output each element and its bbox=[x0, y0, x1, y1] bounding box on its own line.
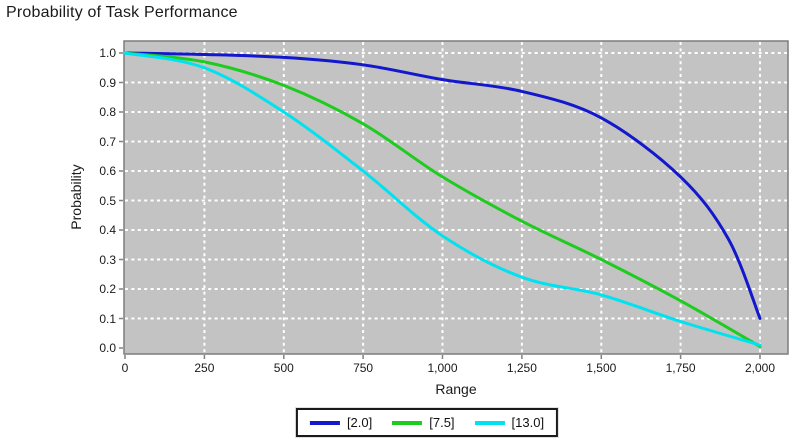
x-tick-label: 250 bbox=[194, 361, 215, 375]
y-tick-label: 0.1 bbox=[99, 311, 116, 326]
plot-border bbox=[123, 40, 789, 355]
x-tick-label: 1,250 bbox=[506, 361, 537, 375]
legend-item: [7.5] bbox=[392, 415, 455, 430]
x-tick-label: 0 bbox=[121, 361, 129, 375]
y-tick-label: 0.8 bbox=[99, 105, 116, 119]
legend-item-label: [13.0] bbox=[511, 415, 545, 430]
legend-swatch-icon bbox=[309, 420, 340, 425]
x-tick-label: 2,000 bbox=[744, 361, 776, 375]
legend-item: [13.0] bbox=[474, 415, 545, 430]
legend-swatch-icon bbox=[474, 420, 505, 425]
x-tick-label: 1,000 bbox=[427, 361, 458, 375]
y-tick-label: 0.7 bbox=[99, 134, 116, 149]
series-line-[13.0] bbox=[123, 51, 762, 347]
plot-background bbox=[124, 41, 788, 354]
x-tick-label: 750 bbox=[353, 361, 374, 375]
y-tick-label: 1.0 bbox=[99, 46, 116, 60]
legend: [2.0] [7.5] [13.0] bbox=[295, 408, 559, 437]
chart-title: Probability of Task Performance bbox=[6, 4, 238, 21]
x-axis-label: Range bbox=[435, 381, 477, 397]
legend-item: [2.0] bbox=[309, 415, 373, 430]
x-tick-label: 500 bbox=[273, 361, 294, 375]
y-tick-label: 0.6 bbox=[99, 164, 116, 178]
y-axis-label: Probability bbox=[68, 163, 84, 230]
legend-item-label: [2.0] bbox=[346, 415, 373, 430]
legend-item-label: [7.5] bbox=[429, 415, 455, 430]
y-tick-label: 0.0 bbox=[99, 341, 116, 355]
x-tick-label: 1,500 bbox=[586, 361, 617, 375]
y-tick-label: 0.3 bbox=[99, 252, 116, 267]
series-line-[7.5] bbox=[123, 51, 762, 348]
y-tick-label: 0.2 bbox=[99, 282, 116, 296]
x-tick-label: 1,750 bbox=[665, 361, 696, 375]
y-tick-label: 0.9 bbox=[99, 75, 116, 90]
series-line-[2.0] bbox=[123, 51, 762, 320]
y-tick-label: 0.5 bbox=[99, 193, 116, 208]
y-tick-label: 0.4 bbox=[99, 223, 116, 237]
legend-swatch-icon bbox=[392, 420, 423, 425]
